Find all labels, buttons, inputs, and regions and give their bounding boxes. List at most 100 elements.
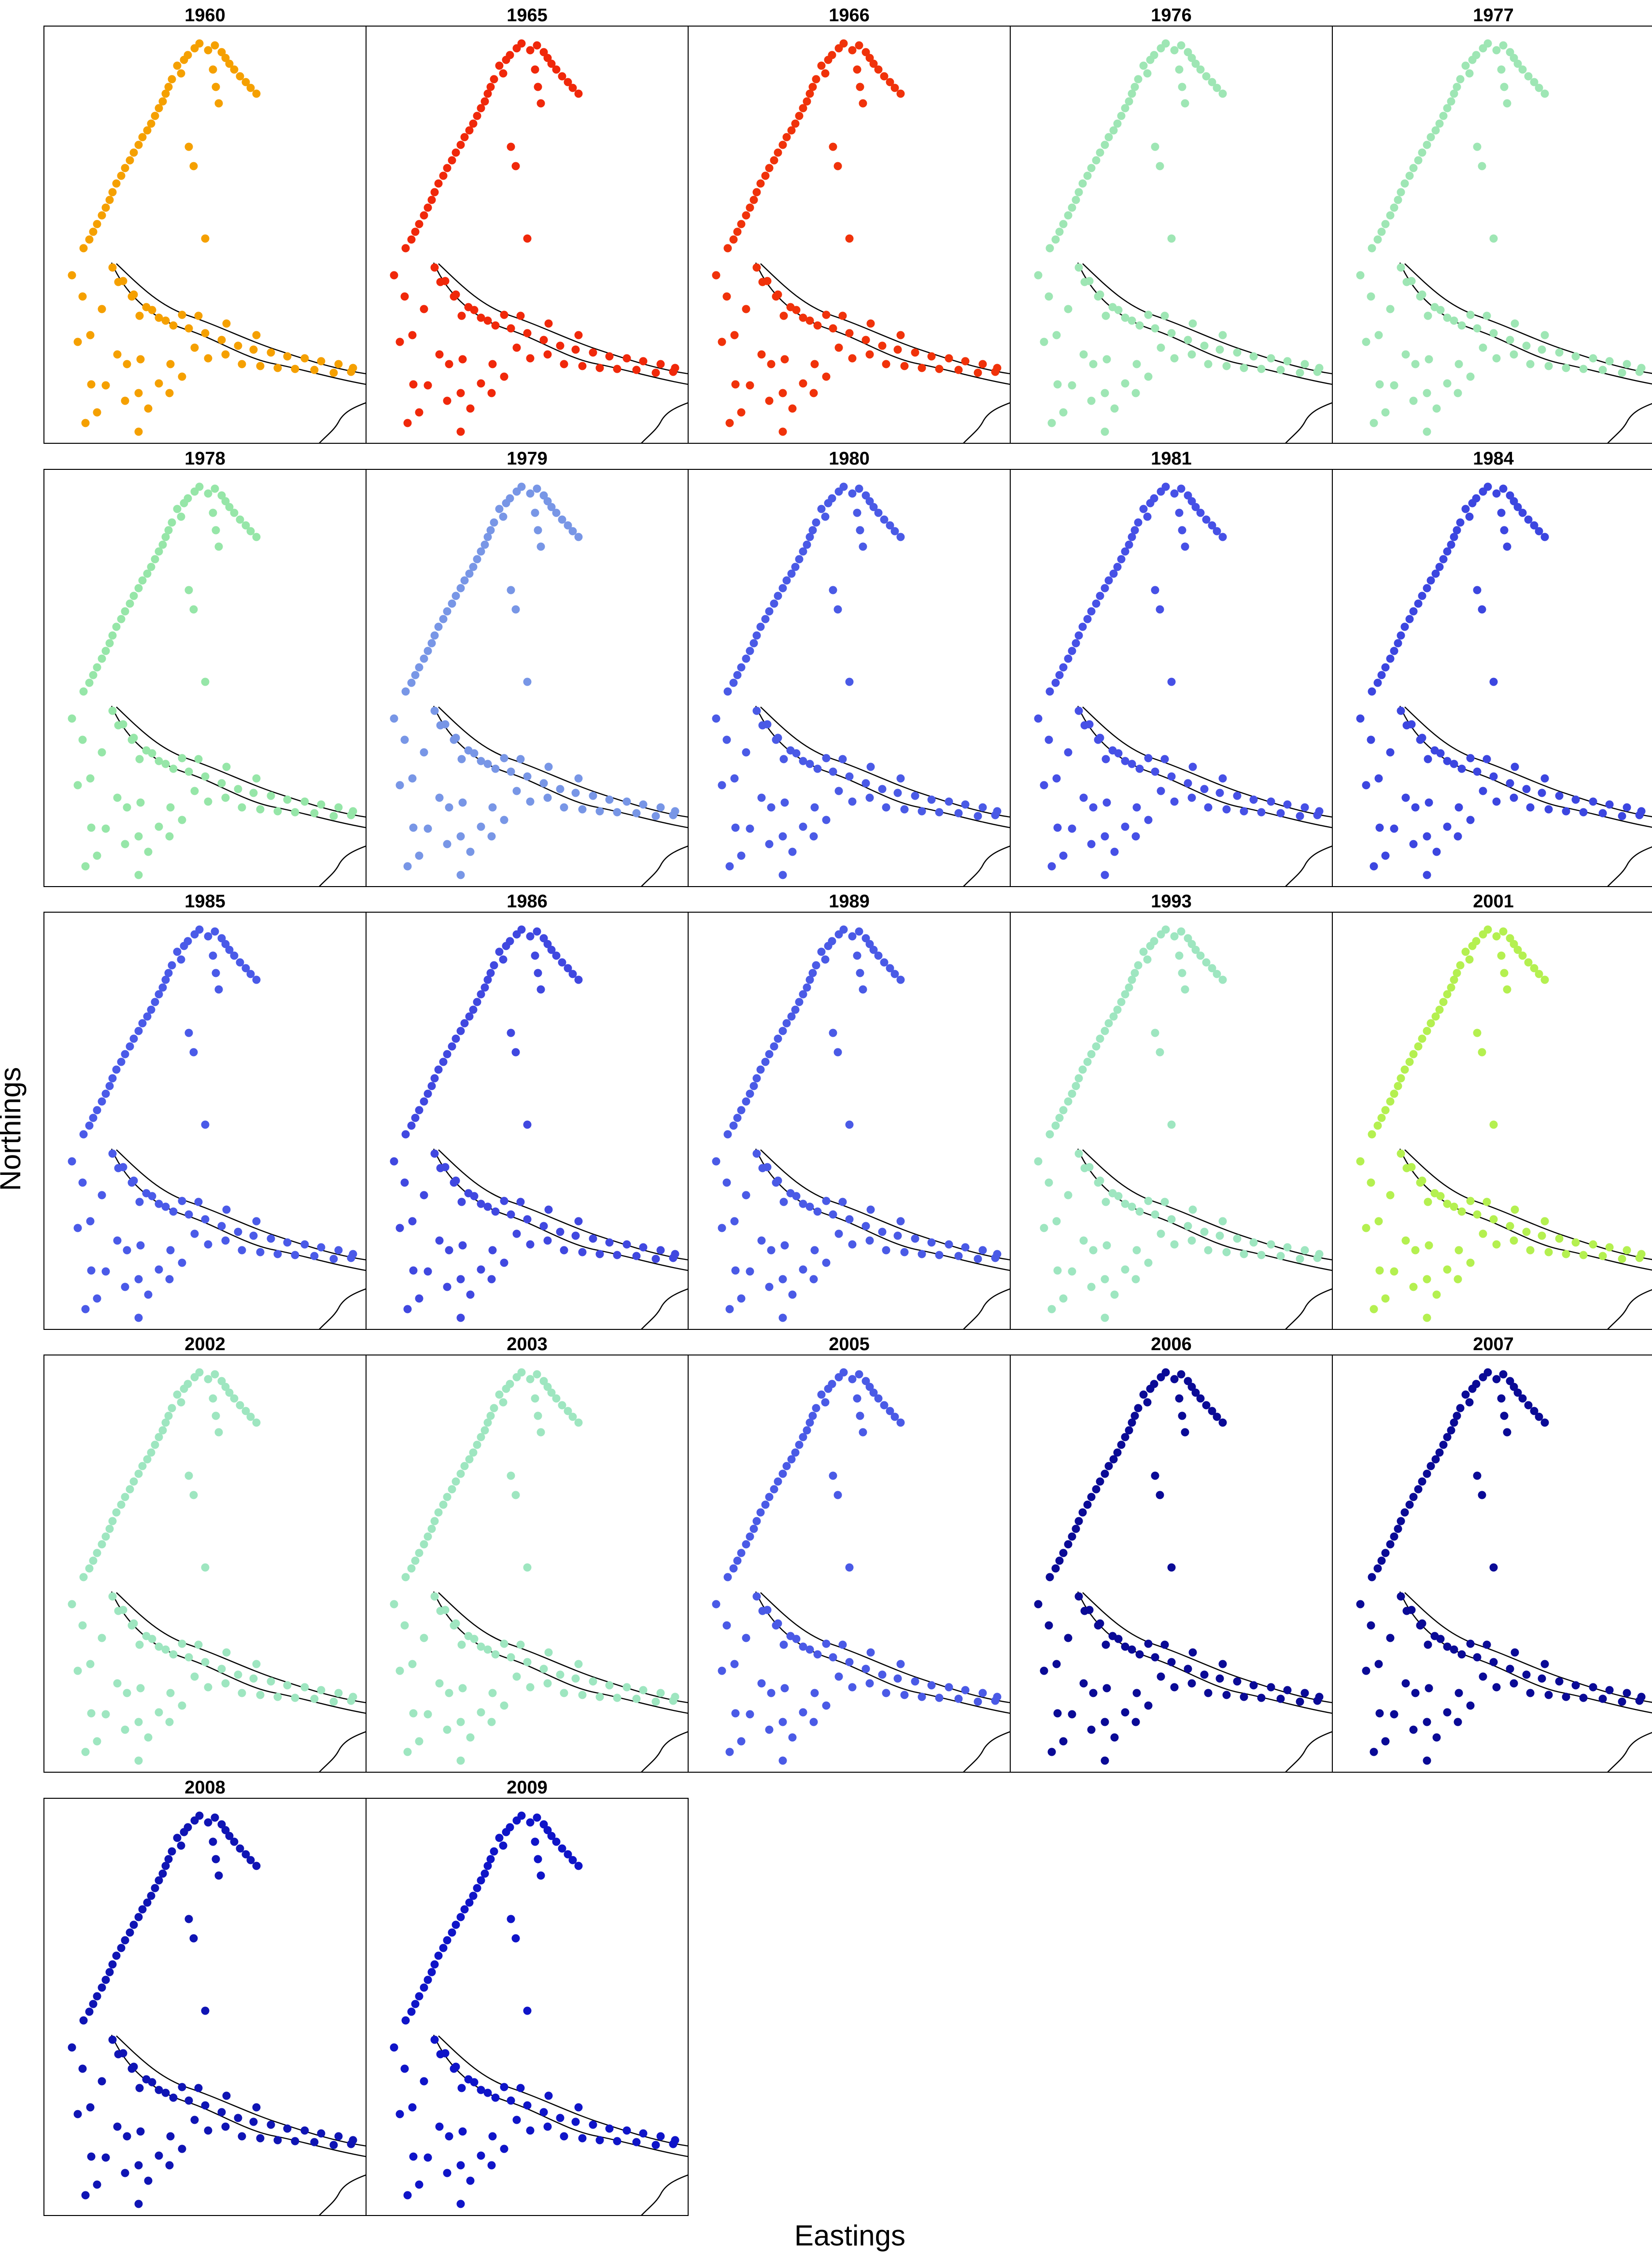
site-point [507, 586, 515, 594]
site-point [1167, 772, 1176, 781]
site-point [1506, 1665, 1514, 1673]
site-point [1386, 1540, 1395, 1549]
site-point [1489, 1215, 1498, 1224]
site-point [134, 1913, 143, 1921]
site-point [134, 871, 143, 879]
site-point [457, 1198, 466, 1206]
site-point [241, 1850, 250, 1859]
site-point [458, 2127, 467, 2136]
site-point [1435, 1005, 1444, 1014]
site-point [420, 1097, 428, 1106]
site-point [1196, 65, 1205, 74]
site-point [483, 89, 492, 98]
site-point [1418, 1034, 1426, 1043]
site-point [1483, 755, 1491, 763]
site-point [87, 823, 96, 832]
site-point [848, 46, 857, 55]
site-point [539, 491, 548, 500]
site-point [1184, 1222, 1192, 1230]
site-point [85, 678, 94, 687]
site-point [1101, 389, 1109, 397]
panel-1966: 1966 [688, 5, 1011, 444]
site-point [1538, 1674, 1546, 1683]
site-point [86, 2103, 95, 2112]
site-point [1187, 793, 1196, 802]
site-point [81, 862, 90, 871]
site-point [896, 975, 905, 984]
site-point [1381, 1106, 1390, 1115]
site-point [291, 1251, 299, 1259]
site-point [848, 1375, 857, 1383]
site-point [138, 1462, 147, 1470]
site-point [117, 1500, 126, 1509]
site-point [742, 654, 750, 663]
site-point [1204, 1689, 1213, 1697]
site-point [273, 2136, 282, 2145]
site-point [1074, 706, 1083, 715]
site-point [1160, 1198, 1169, 1206]
site-point [632, 2138, 641, 2146]
site-point [1167, 1563, 1176, 1572]
site-point [502, 56, 510, 64]
site-point [105, 639, 114, 648]
site-point [400, 1621, 409, 1630]
site-point [817, 505, 826, 513]
site-point [1518, 1394, 1527, 1403]
site-point [1208, 1407, 1216, 1415]
site-point [241, 1407, 250, 1415]
site-point [878, 1670, 887, 1679]
panel-frame [1332, 912, 1652, 1330]
site-point [622, 1683, 631, 1692]
site-point [189, 1491, 198, 1499]
site-point [1059, 1106, 1068, 1115]
coastline [641, 1288, 689, 1330]
site-point [558, 1401, 566, 1410]
site-point [1188, 1205, 1197, 1214]
site-point [1478, 162, 1486, 170]
site-point [190, 1816, 199, 1825]
site-point [127, 1621, 136, 1630]
site-point [1473, 1029, 1482, 1037]
site-point [201, 329, 210, 338]
site-point [1423, 1469, 1431, 1478]
site-point [1087, 1725, 1096, 1734]
site-point [1362, 781, 1370, 790]
site-point [1064, 1191, 1073, 1200]
site-point [424, 1089, 432, 1098]
site-point [98, 1634, 106, 1642]
site-point [408, 2103, 417, 2112]
site-point [1125, 983, 1133, 992]
site-point [817, 61, 826, 70]
site-point [1409, 1493, 1418, 1501]
site-point [792, 1192, 801, 1200]
site-point [1401, 793, 1410, 802]
site-point [712, 714, 720, 723]
site-point [256, 2134, 265, 2143]
site-point [241, 964, 250, 973]
site-point [1134, 518, 1143, 527]
panel-title: 1965 [507, 5, 548, 26]
site-point [155, 822, 163, 831]
site-point [1435, 119, 1444, 128]
site-point [495, 505, 504, 513]
site-point [1188, 762, 1197, 771]
site-point [799, 757, 807, 765]
site-point [500, 1197, 508, 1205]
site-point [1222, 362, 1231, 370]
site-point [87, 380, 96, 389]
site-point [1055, 227, 1064, 236]
site-point [403, 2191, 412, 2200]
site-point [1128, 533, 1136, 541]
site-point [89, 227, 98, 236]
site-point [79, 1130, 88, 1139]
site-point [1177, 927, 1186, 936]
site-point [531, 65, 539, 74]
site-point [1390, 1532, 1398, 1541]
site-point [499, 512, 508, 521]
site-point [491, 2093, 500, 2102]
site-point [1397, 1517, 1405, 1525]
site-point [78, 735, 87, 744]
site-point [1497, 65, 1506, 74]
panel-1979: 1979 [366, 449, 689, 887]
site-point [147, 563, 155, 571]
